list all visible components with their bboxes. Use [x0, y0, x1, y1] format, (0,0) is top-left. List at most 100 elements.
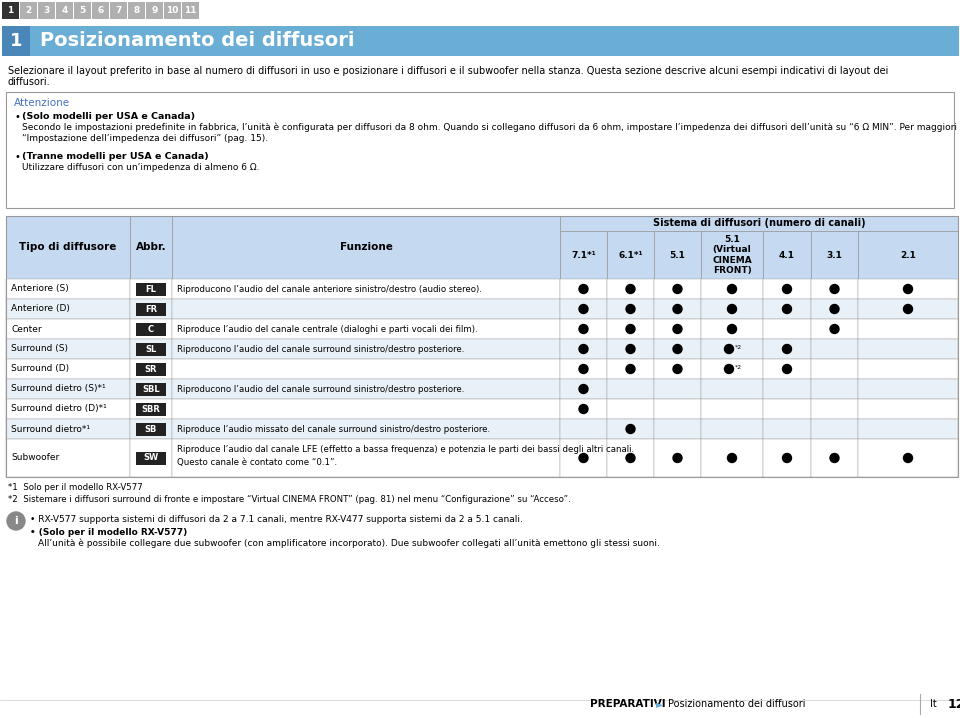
Text: Riproduce l’audio dal canale LFE (effetto a bassa frequenza) e potenzia le parti: Riproduce l’audio dal canale LFE (effett…	[177, 445, 635, 454]
Bar	[607, 399, 654, 419]
Text: 3.1: 3.1	[827, 251, 843, 259]
Bar	[607, 319, 654, 339]
Bar	[811, 319, 858, 339]
Text: •: •	[14, 112, 20, 122]
Circle shape	[782, 365, 791, 373]
Bar	[130, 216, 172, 279]
Circle shape	[579, 304, 588, 314]
Bar	[172, 399, 560, 419]
Bar	[607, 339, 654, 359]
Bar	[858, 379, 958, 399]
Bar	[172, 216, 560, 279]
Circle shape	[673, 284, 682, 294]
Bar	[130, 339, 172, 359]
Bar	[560, 339, 607, 359]
Bar	[172, 279, 560, 299]
Bar	[858, 419, 958, 439]
Circle shape	[830, 454, 839, 462]
Bar	[607, 279, 654, 299]
Bar	[654, 439, 701, 477]
Bar	[654, 279, 701, 299]
Text: Posizionamento dei diffusori: Posizionamento dei diffusori	[668, 699, 805, 709]
Bar	[6, 439, 130, 477]
Bar	[607, 299, 654, 319]
Text: i: i	[14, 516, 18, 526]
Text: 4: 4	[61, 6, 68, 15]
Bar	[811, 439, 858, 477]
Bar	[164, 2, 181, 19]
Circle shape	[579, 454, 588, 462]
Bar	[811, 419, 858, 439]
Text: SL: SL	[145, 345, 156, 353]
Bar	[136, 363, 166, 376]
Text: Attenzione: Attenzione	[14, 98, 70, 108]
Text: *2  Sistemare i diffusori surround di fronte e impostare “Virtual CINEMA FRONT” : *2 Sistemare i diffusori surround di fro…	[8, 495, 571, 504]
Bar	[56, 2, 73, 19]
Bar	[811, 359, 858, 379]
Bar	[172, 299, 560, 319]
Text: Questo canale è contato come “0.1”.: Questo canale è contato come “0.1”.	[177, 459, 337, 467]
Text: Riproduce l’audio del canale centrale (dialoghi e parti vocali dei film).: Riproduce l’audio del canale centrale (d…	[177, 325, 478, 333]
Text: *1  Solo per il modello RX-V577: *1 Solo per il modello RX-V577	[8, 483, 143, 492]
Text: Riproducono l’audio del canale surround sinistro/destro posteriore.: Riproducono l’audio del canale surround …	[177, 385, 465, 393]
Circle shape	[579, 325, 588, 333]
Text: 11: 11	[184, 6, 197, 15]
Bar	[763, 419, 811, 439]
Text: • RX-V577 supporta sistemi di diffusori da 2 a 7.1 canali, mentre RX-V477 suppor: • RX-V577 supporta sistemi di diffusori …	[30, 515, 523, 524]
Circle shape	[626, 325, 635, 333]
Bar	[6, 299, 130, 319]
Circle shape	[673, 345, 682, 353]
Bar	[701, 299, 763, 319]
Text: (Tranne modelli per USA e Canada): (Tranne modelli per USA e Canada)	[22, 152, 208, 161]
Text: 10: 10	[166, 6, 179, 15]
Text: ►: ►	[656, 699, 663, 709]
Circle shape	[579, 284, 588, 294]
Text: Center: Center	[11, 325, 41, 333]
Circle shape	[626, 365, 635, 373]
Bar	[136, 383, 166, 396]
Bar	[130, 379, 172, 399]
Bar	[654, 319, 701, 339]
Text: Surround dietro (S)*¹: Surround dietro (S)*¹	[11, 385, 106, 393]
Bar	[607, 231, 654, 279]
Circle shape	[782, 304, 791, 314]
Bar	[654, 379, 701, 399]
Bar	[701, 439, 763, 477]
Bar	[560, 216, 958, 231]
Bar	[858, 359, 958, 379]
Bar	[6, 419, 130, 439]
Bar	[560, 399, 607, 419]
Bar	[701, 279, 763, 299]
Bar	[560, 319, 607, 339]
Bar	[858, 339, 958, 359]
Text: 2: 2	[25, 6, 32, 15]
Bar	[858, 279, 958, 299]
Bar	[654, 359, 701, 379]
Bar	[136, 322, 166, 335]
Text: Subwoofer: Subwoofer	[11, 454, 60, 462]
Bar	[811, 399, 858, 419]
Bar	[560, 439, 607, 477]
Bar	[38, 2, 55, 19]
Text: SR: SR	[145, 365, 157, 373]
Text: Funzione: Funzione	[340, 243, 393, 253]
Bar	[136, 452, 166, 465]
Bar	[811, 339, 858, 359]
Text: Sistema di diffusori (numero di canali): Sistema di diffusori (numero di canali)	[653, 218, 865, 228]
Text: *2: *2	[735, 345, 742, 350]
Text: SBR: SBR	[141, 404, 160, 414]
Bar	[763, 379, 811, 399]
Bar	[172, 379, 560, 399]
Bar	[858, 231, 958, 279]
Bar	[763, 299, 811, 319]
Bar	[130, 359, 172, 379]
Text: Surround (S): Surround (S)	[11, 345, 68, 353]
Bar	[130, 439, 172, 477]
Bar	[560, 379, 607, 399]
Text: 1: 1	[10, 32, 22, 50]
Bar	[2, 26, 959, 56]
Text: FR: FR	[145, 304, 157, 314]
Bar	[654, 231, 701, 279]
Bar	[20, 2, 37, 19]
Text: 12: 12	[948, 697, 960, 711]
